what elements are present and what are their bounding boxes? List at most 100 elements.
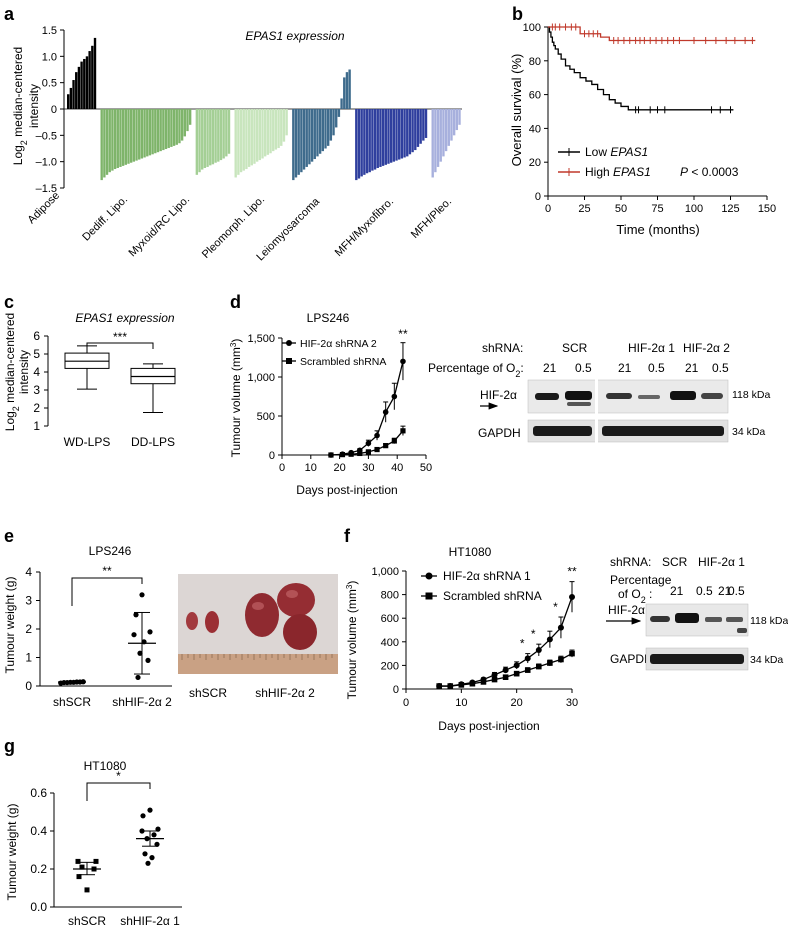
bar bbox=[219, 109, 223, 161]
chart-d-xlabel: Days post-injection bbox=[296, 483, 397, 497]
bar bbox=[335, 109, 338, 128]
legend-high-label: High EPAS1 bbox=[585, 165, 651, 179]
bar bbox=[384, 109, 387, 165]
x-tick-label: 20 bbox=[333, 462, 345, 474]
bar bbox=[365, 109, 369, 174]
panel-letter-a: a bbox=[4, 4, 15, 24]
bar bbox=[277, 109, 280, 148]
bar bbox=[300, 109, 303, 173]
blot-d-group-1: SCR bbox=[562, 341, 588, 355]
category-label: WD-LPS bbox=[64, 435, 111, 449]
chart-d-series: ** bbox=[328, 327, 408, 458]
bar bbox=[237, 109, 240, 175]
blot-d-group-3: HIF-2α 2 bbox=[683, 341, 730, 355]
bar bbox=[411, 109, 414, 153]
blot-d-protein-gapdh: GAPDH bbox=[478, 426, 521, 440]
data-point bbox=[328, 452, 334, 458]
blot-f-o2-1: 21 bbox=[670, 584, 684, 598]
chart-g: HT1080 Tumour weight (g) 0.0 0.2 0.4 0.6 sh… bbox=[5, 759, 182, 928]
band bbox=[670, 391, 696, 400]
chart-a: EPAS1 expression Log2 median-centered in… bbox=[11, 25, 462, 263]
blot-f-o2-label-1: Percentage bbox=[610, 573, 672, 587]
blot-d-protein-hif: HIF-2α bbox=[480, 388, 517, 402]
tumour-shhif-3 bbox=[283, 614, 317, 650]
bar bbox=[316, 109, 319, 157]
chart-c-ylabel-rest: median-centered bbox=[3, 313, 17, 406]
bar bbox=[119, 109, 122, 167]
panel-letter-f: f bbox=[344, 526, 351, 546]
category-label: Myxoid/RC Lipo. bbox=[127, 194, 193, 260]
data-point bbox=[569, 650, 575, 657]
bar bbox=[178, 109, 181, 144]
chart-c-ylabel: Log2 median-centered bbox=[3, 313, 21, 431]
data-point bbox=[147, 629, 153, 635]
data-point bbox=[339, 452, 346, 458]
bar bbox=[266, 109, 270, 155]
bar bbox=[389, 109, 393, 163]
x-tick-label: 0 bbox=[403, 697, 409, 709]
bar bbox=[77, 66, 81, 109]
data-point bbox=[436, 683, 442, 689]
bar bbox=[127, 109, 130, 164]
bar bbox=[172, 109, 176, 146]
legend-high-gene: EPAS1 bbox=[613, 165, 651, 179]
data-point bbox=[135, 674, 141, 681]
bar bbox=[85, 56, 89, 109]
bar bbox=[392, 109, 396, 162]
bar bbox=[360, 109, 363, 177]
x-tick-label: 0 bbox=[279, 462, 285, 474]
bar bbox=[209, 109, 212, 166]
blot-d-size-34: 34 kDa bbox=[732, 426, 765, 438]
data-point bbox=[558, 656, 564, 663]
y-tick-label: 3 bbox=[25, 594, 32, 608]
survival-line-low bbox=[548, 26, 734, 111]
bar bbox=[138, 109, 141, 160]
bar bbox=[458, 109, 461, 125]
category-label: Leiomyosarcoma bbox=[254, 195, 322, 263]
bar bbox=[416, 109, 420, 147]
y-tick-label: 5 bbox=[33, 347, 40, 361]
y-tick-label: 0.4 bbox=[30, 824, 47, 838]
tumour-highlight-2 bbox=[286, 590, 298, 598]
bar bbox=[455, 109, 459, 131]
data-point bbox=[569, 593, 575, 600]
bar bbox=[381, 109, 385, 166]
band bbox=[533, 426, 592, 436]
bar bbox=[180, 109, 184, 141]
x-tick-label: 50 bbox=[615, 203, 627, 215]
y-tick-label: 200 bbox=[381, 660, 399, 672]
bar bbox=[376, 109, 379, 168]
bar bbox=[88, 51, 91, 109]
legend-f-2-marker bbox=[425, 592, 433, 600]
bar bbox=[302, 109, 306, 170]
y-tick-label: 4 bbox=[25, 565, 32, 579]
bar bbox=[371, 109, 374, 171]
data-point bbox=[557, 624, 564, 631]
legend-low-gene: EPAS1 bbox=[610, 145, 648, 159]
tumour-shhif-1 bbox=[245, 593, 279, 637]
bar bbox=[129, 109, 133, 163]
panel-letter-c: c bbox=[4, 292, 14, 312]
bar bbox=[116, 109, 119, 168]
category-label: shSCR bbox=[68, 914, 106, 928]
chart-b-pvalue: P < 0.0003 bbox=[680, 165, 739, 179]
bar bbox=[403, 109, 406, 158]
bar bbox=[250, 109, 253, 166]
significance-bracket bbox=[86, 782, 151, 801]
chart-b-legend: Low EPAS1 High EPAS1 P < 0.0003 bbox=[558, 145, 739, 179]
bar bbox=[108, 109, 111, 173]
bar bbox=[348, 69, 351, 109]
bar bbox=[345, 72, 349, 109]
bar bbox=[227, 109, 231, 154]
band bbox=[675, 613, 699, 623]
data-point bbox=[131, 632, 137, 638]
y-tick-label: –1.0 bbox=[36, 157, 57, 169]
blot-d-size-118: 118 kDa bbox=[732, 389, 770, 401]
category-label: Dediff. Lipo. bbox=[80, 194, 130, 244]
western-blot-f: shRNA: SCR HIF-2α 1 Percentage of O2 : 2… bbox=[606, 555, 788, 671]
bar bbox=[159, 109, 162, 152]
chart-g-axis: 0.0 0.2 0.4 0.6 bbox=[30, 786, 182, 914]
legend-d-2-marker bbox=[286, 358, 292, 364]
data-point bbox=[535, 647, 542, 654]
category-label: shHIF-2α 2 bbox=[112, 695, 172, 709]
